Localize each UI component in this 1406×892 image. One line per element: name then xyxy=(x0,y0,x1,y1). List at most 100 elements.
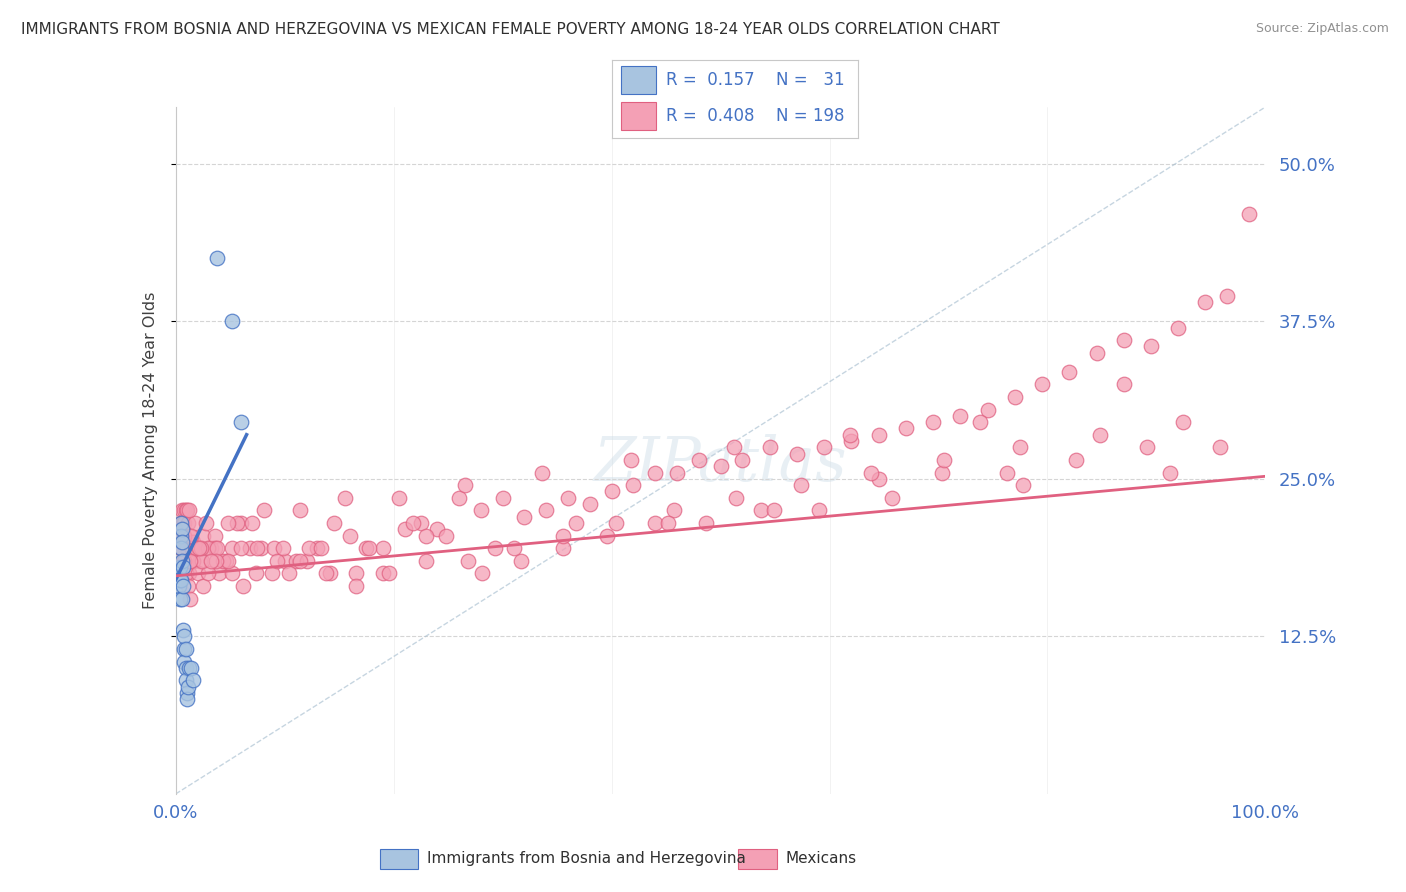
Point xyxy=(179,528,201,542)
Point xyxy=(534,503,557,517)
Point xyxy=(426,522,449,536)
Point xyxy=(457,554,479,568)
Point xyxy=(388,491,411,505)
Y-axis label: Female Poverty Among 18-24 Year Olds: Female Poverty Among 18-24 Year Olds xyxy=(142,292,157,609)
Point xyxy=(174,661,197,675)
Point xyxy=(1159,466,1181,480)
Point xyxy=(371,541,394,555)
Point xyxy=(176,686,198,700)
Point xyxy=(225,516,247,530)
Point xyxy=(232,579,254,593)
Point xyxy=(1031,377,1053,392)
Point xyxy=(204,528,226,542)
Point xyxy=(600,484,623,499)
Point xyxy=(309,541,332,555)
Point xyxy=(688,453,710,467)
Point xyxy=(187,541,209,555)
Point xyxy=(333,491,356,505)
Point xyxy=(191,579,214,593)
Point xyxy=(176,541,198,555)
Point xyxy=(620,453,643,467)
Point xyxy=(1167,320,1189,334)
Point xyxy=(666,466,689,480)
Point xyxy=(263,541,285,555)
Point xyxy=(949,409,972,423)
Point xyxy=(172,554,194,568)
Point xyxy=(839,427,862,442)
Point xyxy=(1088,427,1111,442)
Point xyxy=(177,516,200,530)
Point xyxy=(288,503,311,517)
Point xyxy=(274,554,297,568)
Point xyxy=(284,554,307,568)
Point xyxy=(172,560,194,574)
Point xyxy=(1064,453,1087,467)
Point xyxy=(215,554,238,568)
Point xyxy=(177,566,200,581)
Point xyxy=(181,541,204,555)
Point xyxy=(976,402,998,417)
Point xyxy=(177,680,200,694)
Point xyxy=(813,440,835,454)
Point xyxy=(471,566,494,581)
Point xyxy=(191,528,214,542)
Point xyxy=(357,541,380,555)
Point xyxy=(564,516,586,530)
Point xyxy=(221,541,243,555)
Point xyxy=(1112,377,1135,392)
Point xyxy=(530,466,553,480)
Point xyxy=(557,491,579,505)
Point xyxy=(173,503,195,517)
Point xyxy=(180,528,202,542)
Point xyxy=(492,491,515,505)
Point xyxy=(868,427,890,442)
Bar xyxy=(380,849,419,869)
Point xyxy=(1085,346,1108,360)
Point xyxy=(177,503,200,517)
Point xyxy=(298,541,321,555)
Point xyxy=(1140,339,1163,353)
Point xyxy=(208,566,231,581)
Point xyxy=(221,566,243,581)
Text: R =  0.408: R = 0.408 xyxy=(666,107,754,125)
Point xyxy=(841,434,863,448)
Point xyxy=(173,629,195,643)
Point xyxy=(995,466,1018,480)
Point xyxy=(295,554,318,568)
Point xyxy=(723,440,745,454)
Point xyxy=(1237,207,1260,221)
Point xyxy=(786,447,808,461)
Point xyxy=(551,528,574,542)
Point xyxy=(710,459,733,474)
Point xyxy=(177,661,200,675)
Point xyxy=(502,541,524,555)
Text: IMMIGRANTS FROM BOSNIA AND HERZEGOVINA VS MEXICAN FEMALE POVERTY AMONG 18-24 YEA: IMMIGRANTS FROM BOSNIA AND HERZEGOVINA V… xyxy=(21,22,1000,37)
Point xyxy=(880,491,903,505)
Text: ZIPatlas: ZIPatlas xyxy=(593,434,848,494)
Point xyxy=(173,516,195,530)
Point xyxy=(205,554,228,568)
Point xyxy=(513,509,536,524)
Point xyxy=(1112,333,1135,347)
Point xyxy=(758,440,780,454)
Point xyxy=(179,554,201,568)
Point xyxy=(731,453,754,467)
Point xyxy=(657,516,679,530)
Point xyxy=(170,516,193,530)
Point xyxy=(402,516,425,530)
Point xyxy=(184,516,207,530)
Point xyxy=(551,541,574,555)
Point xyxy=(172,522,194,536)
Point xyxy=(762,503,785,517)
Point xyxy=(484,541,506,555)
Point xyxy=(644,466,666,480)
Point xyxy=(172,579,194,593)
Point xyxy=(868,472,890,486)
Point xyxy=(415,528,437,542)
Point xyxy=(579,497,602,511)
Point xyxy=(394,522,416,536)
Point xyxy=(188,554,211,568)
Point xyxy=(173,554,195,568)
Point xyxy=(186,541,208,555)
Point xyxy=(239,541,262,555)
